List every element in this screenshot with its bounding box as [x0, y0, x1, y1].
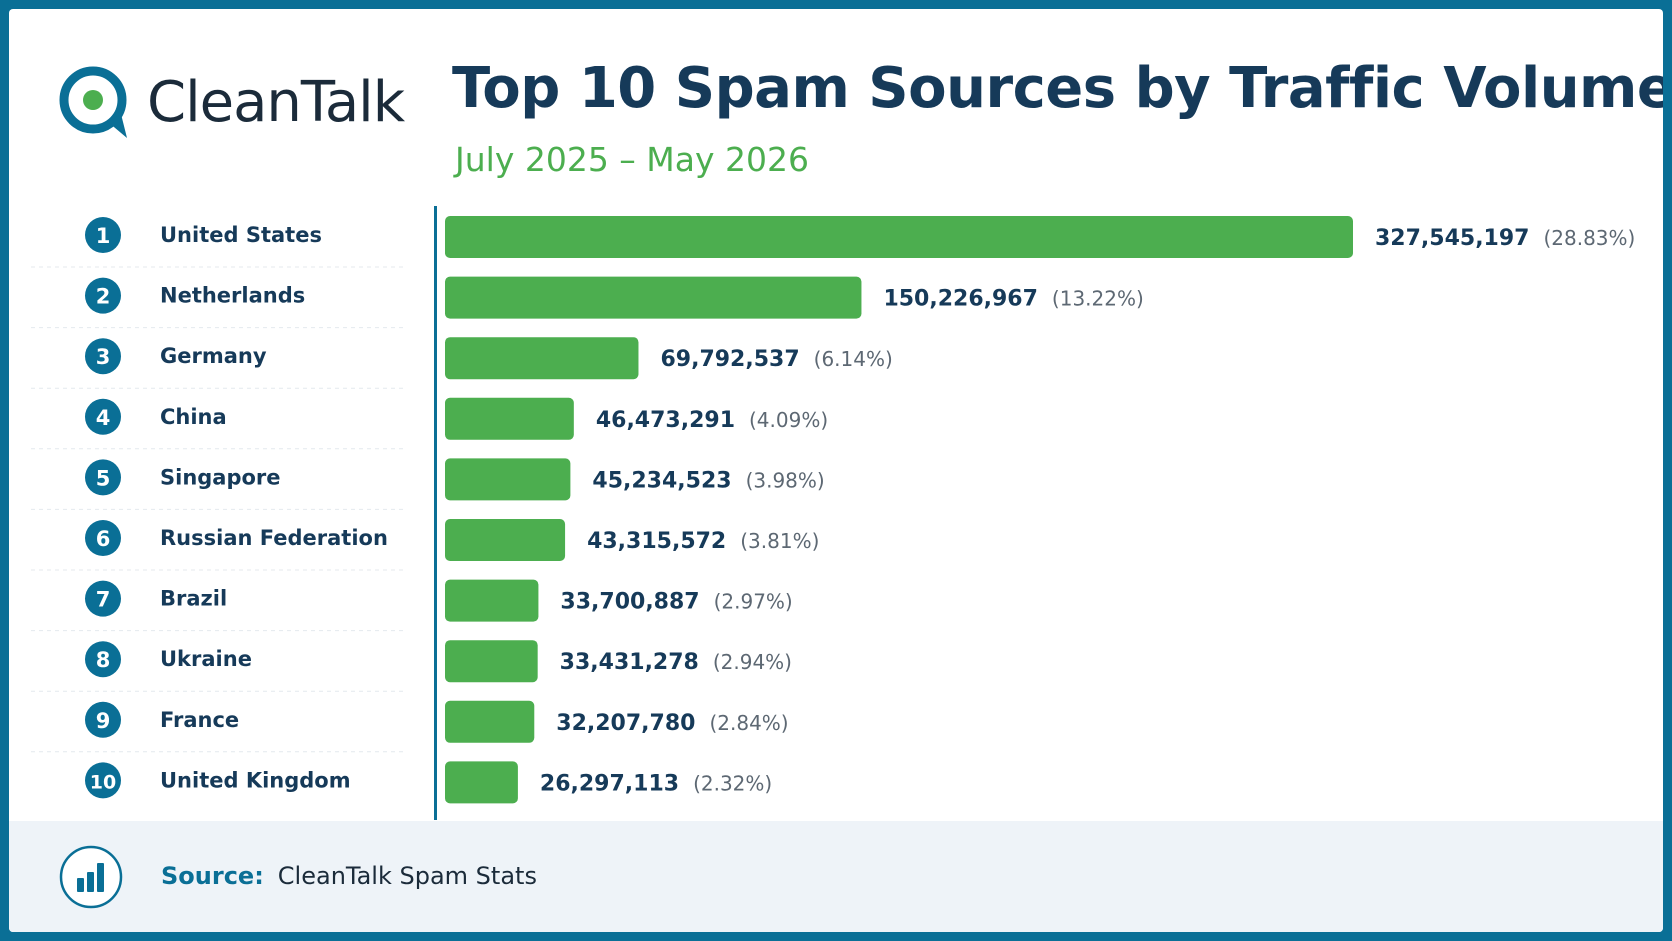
value-label: 43,315,572 — [587, 529, 726, 554]
bar — [445, 519, 566, 561]
percent-label: (2.84%) — [709, 711, 788, 735]
rank-badge — [85, 641, 121, 678]
chart-subtitle: July 2025 – May 2026 — [455, 140, 809, 179]
value-label: 26,297,113 — [540, 771, 679, 796]
bar — [445, 640, 538, 683]
percent-label: (3.98%) — [746, 468, 825, 492]
value-label: 33,431,278 — [560, 650, 699, 675]
bar-chart-icon — [59, 845, 123, 909]
infographic-card: CleanTalk Top 10 Spam Sources by Traffic… — [9, 9, 1663, 932]
percent-label: (2.94%) — [713, 650, 792, 674]
cleantalk-logo: CleanTalk — [55, 57, 415, 147]
chart-axis-line — [434, 206, 437, 820]
value-label: 32,207,780 — [556, 711, 695, 736]
country-label: Brazil — [160, 587, 227, 611]
bar — [445, 700, 535, 743]
rank-number: 9 — [96, 709, 111, 733]
percent-label: (3.81%) — [740, 529, 819, 553]
bar — [445, 397, 574, 440]
rank-number: 8 — [96, 648, 111, 672]
country-label: Netherlands — [160, 284, 305, 308]
value-label: 33,700,887 — [560, 590, 699, 615]
country-label: Russian Federation — [160, 526, 388, 550]
country-label: Ukraine — [160, 647, 252, 671]
value-label: 327,545,197 — [1375, 226, 1529, 251]
rank-badge — [85, 762, 121, 799]
bar — [445, 458, 571, 501]
value-label: 46,473,291 — [596, 408, 735, 433]
logo-wordmark: CleanTalk — [147, 70, 405, 135]
bar — [445, 579, 539, 622]
country-label: Singapore — [160, 465, 281, 489]
source-label: Source: — [161, 862, 264, 890]
rank-badge — [85, 277, 121, 314]
rank-number: 2 — [96, 285, 111, 309]
percent-label: (13.22%) — [1052, 287, 1144, 311]
bar — [445, 216, 1353, 258]
rank-number: 6 — [96, 527, 111, 551]
country-label: Germany — [160, 344, 267, 368]
rank-badge — [85, 701, 121, 738]
rank-number: 10 — [90, 771, 116, 793]
bar — [445, 337, 639, 380]
percent-label: (2.32%) — [693, 771, 772, 795]
chart-title: Top 10 Spam Sources by Traffic Volume — [452, 56, 1663, 121]
country-label: China — [160, 405, 227, 429]
value-label: 69,792,537 — [660, 347, 799, 372]
source-value: CleanTalk Spam Stats — [277, 862, 537, 890]
country-label: United Kingdom — [160, 768, 351, 792]
percent-label: (6.14%) — [814, 347, 893, 371]
rank-badge — [85, 398, 121, 435]
country-label: France — [160, 708, 239, 732]
rank-badge — [85, 217, 121, 253]
logo-chat-bubble-icon — [59, 66, 127, 138]
source-line: Source: CleanTalk Spam Stats — [161, 859, 537, 893]
value-label: 150,226,967 — [883, 287, 1037, 312]
country-label: United States — [160, 223, 322, 247]
percent-label: (2.97%) — [714, 590, 793, 614]
rank-badge — [85, 520, 121, 556]
bar — [445, 761, 518, 804]
percent-label: (4.09%) — [749, 408, 828, 432]
bar-chart: 1 United States 327,545,197 (28.83%) 2 Nether… — [31, 216, 1635, 804]
rank-number: 1 — [96, 224, 111, 248]
value-label: 45,234,523 — [592, 468, 731, 493]
percent-label: (28.83%) — [1543, 226, 1635, 250]
rank-number: 3 — [96, 345, 111, 369]
rank-number: 7 — [96, 588, 111, 612]
rank-number: 5 — [96, 466, 111, 490]
rank-badge — [85, 338, 121, 375]
bar — [445, 276, 862, 319]
footer: Source: CleanTalk Spam Stats — [9, 821, 1663, 932]
rank-number: 4 — [96, 406, 111, 430]
rank-badge — [85, 459, 121, 496]
rank-badge — [85, 580, 121, 617]
